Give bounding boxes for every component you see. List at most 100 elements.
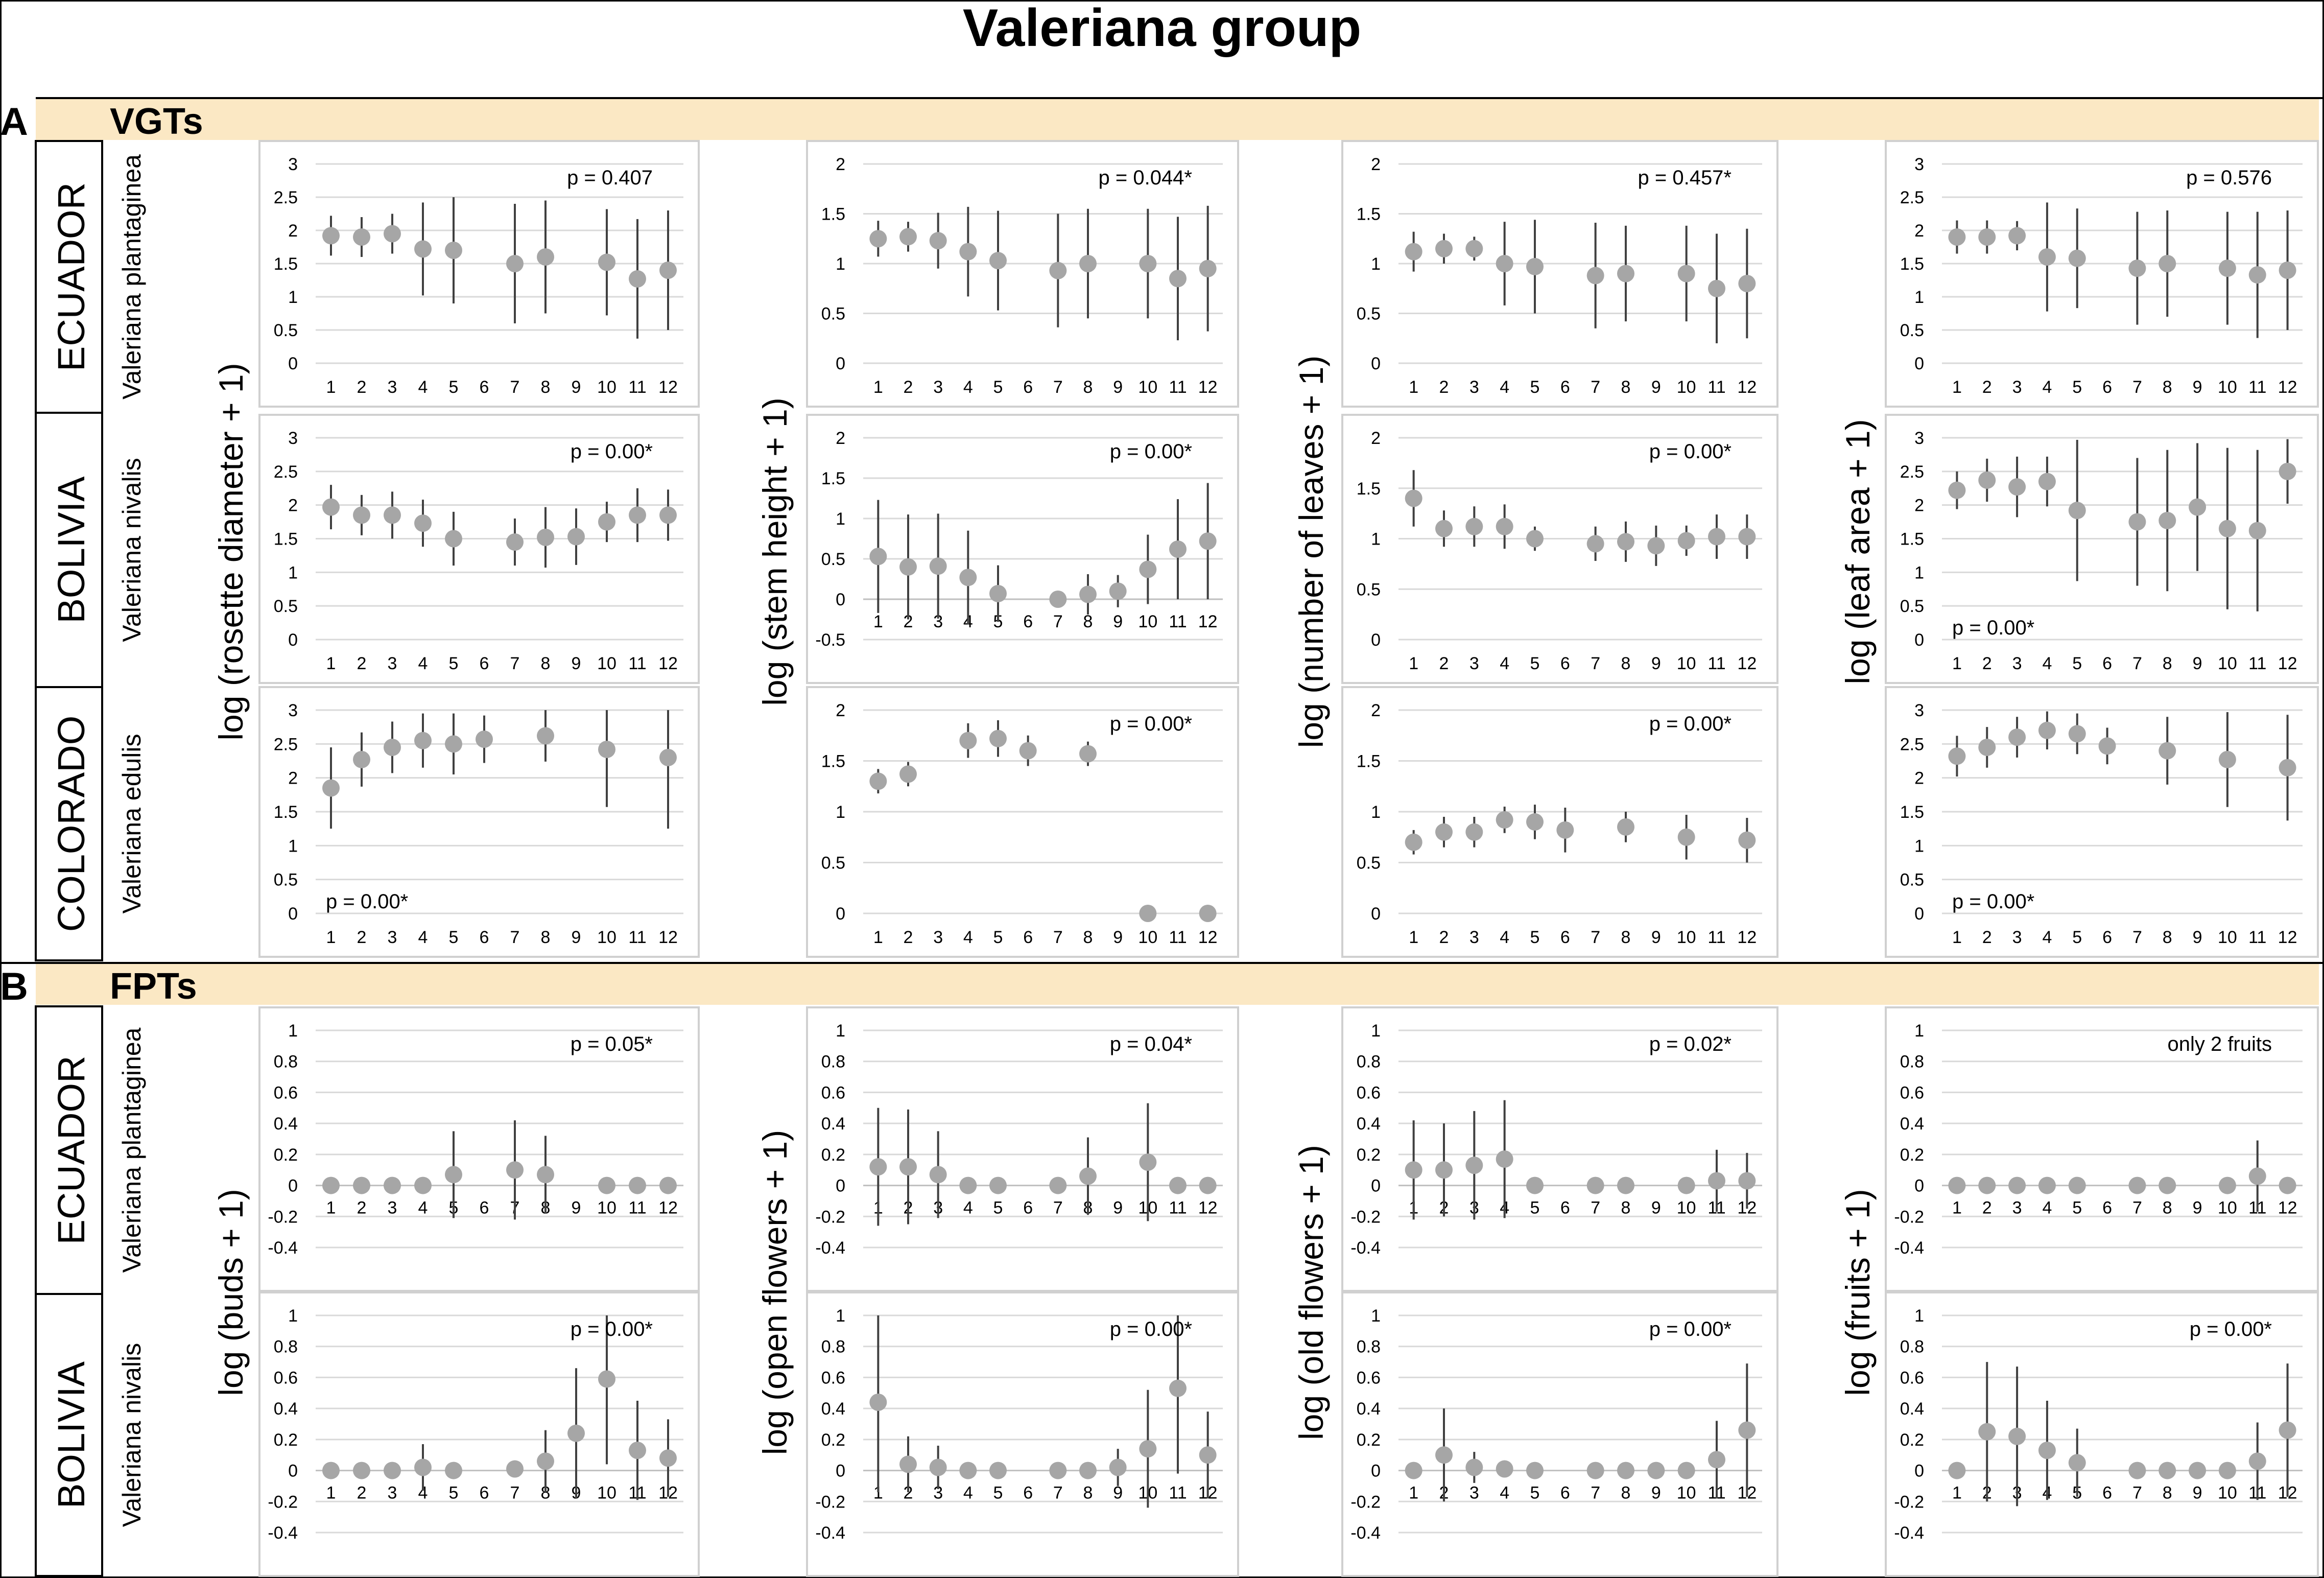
data-point: [1978, 1176, 1996, 1194]
data-point: [322, 227, 340, 245]
y-tick-label: 0.2: [1357, 1430, 1381, 1450]
y-tick-label: 0: [836, 1462, 845, 1481]
x-tick-label: 10: [597, 654, 616, 673]
y-tick-label: 3: [288, 701, 298, 720]
data-point: [506, 255, 524, 272]
y-tick-label: 1.5: [1357, 479, 1381, 499]
chart-panel-B-ecu-fruits: -0.4-0.200.20.40.60.811 2 3 4 5 6 7 8 9 10 11 12onl…: [1885, 1006, 2319, 1292]
x-tick-label: 4: [1500, 928, 1509, 947]
y-tick-label: 1.5: [821, 205, 845, 224]
data-point: [1526, 1462, 1544, 1479]
y-tick-label: 1: [836, 1306, 845, 1326]
x-tick-label: 4: [963, 928, 973, 947]
x-tick-label: 2: [1982, 928, 1992, 947]
y-tick-label: -0.4: [1894, 1523, 1924, 1543]
x-tick-label: 4: [2042, 1198, 2052, 1218]
x-tick-label: 2: [357, 1198, 367, 1218]
y-tick-label: -0.5: [815, 630, 845, 650]
y-tick-label: 0.5: [821, 304, 845, 324]
p-value-annotation: p = 0.00*: [1649, 440, 1732, 463]
data-point: [1169, 1379, 1187, 1397]
x-tick-label: 10: [1677, 1198, 1696, 1218]
y-tick-label: 0: [836, 1176, 845, 1196]
data-point: [1079, 585, 1097, 603]
section-label: VGTs: [110, 101, 203, 142]
section-letter: B: [0, 965, 28, 1008]
data-point: [322, 779, 340, 797]
y-tick-label: 1: [1371, 803, 1381, 822]
y-tick-label: 0.6: [274, 1368, 298, 1387]
data-point: [899, 558, 917, 576]
x-tick-label: 4: [1500, 654, 1509, 673]
x-tick-label: 1: [1409, 928, 1418, 947]
data-point: [1978, 228, 1996, 246]
data-point: [1109, 1458, 1127, 1476]
x-tick-label: 10: [597, 1483, 616, 1503]
x-tick-label: 3: [1469, 378, 1479, 397]
x-tick-label: 9: [572, 378, 581, 397]
y-tick-label: 2: [1914, 496, 1924, 515]
x-tick-label: 8: [2163, 654, 2172, 673]
x-tick-label: 8: [1083, 928, 1093, 947]
y-tick-label: 0.8: [274, 1052, 298, 1072]
data-point: [2218, 1176, 2236, 1194]
y-tick-label: 1: [836, 1021, 845, 1041]
x-tick-label: 8: [1621, 928, 1631, 947]
y-axis-label: log (open flowers + 1): [756, 1130, 794, 1455]
x-tick-label: 12: [1737, 378, 1757, 397]
y-tick-label: 0.5: [1357, 580, 1381, 599]
x-tick-label: 6: [2102, 654, 2112, 673]
y-tick-label: 0.5: [1900, 597, 1924, 616]
data-point: [322, 1462, 340, 1479]
x-tick-label: 5: [2072, 928, 2082, 947]
x-tick-label: 7: [1591, 654, 1600, 673]
y-tick-label: 2.5: [274, 462, 298, 482]
x-tick-label: 8: [1621, 1198, 1631, 1218]
x-tick-label: 2: [357, 928, 367, 947]
x-tick-label: 11: [2248, 654, 2266, 673]
x-tick-label: 12: [2278, 654, 2297, 673]
x-tick-label: 9: [1113, 928, 1123, 947]
data-point: [929, 557, 947, 575]
data-point: [2159, 1462, 2176, 1479]
y-tick-label: 0: [836, 354, 845, 373]
y-tick-label: 3: [1914, 701, 1924, 720]
data-point: [1617, 1176, 1634, 1194]
data-point: [2159, 255, 2176, 272]
x-tick-label: 6: [1560, 1198, 1570, 1218]
x-tick-label: 1: [326, 378, 336, 397]
y-tick-label: 2: [288, 496, 298, 515]
y-tick-label: 0.2: [274, 1430, 298, 1450]
data-point: [1586, 1176, 1604, 1194]
p-value-annotation: only 2 fruits: [2167, 1033, 2272, 1055]
x-tick-label: 10: [2218, 378, 2237, 397]
x-tick-label: 3: [2012, 928, 2022, 947]
x-tick-label: 10: [1138, 612, 1157, 631]
data-point: [1019, 742, 1037, 760]
x-tick-label: 5: [449, 654, 459, 673]
data-point: [1586, 535, 1604, 553]
data-point: [1139, 1440, 1157, 1458]
x-tick-label: 4: [2042, 654, 2052, 673]
x-tick-label: 11: [628, 1198, 646, 1218]
data-point: [414, 514, 432, 532]
y-tick-label: 0.5: [821, 550, 845, 569]
data-point: [899, 1158, 917, 1176]
data-point: [869, 772, 887, 790]
x-tick-label: 2: [1439, 378, 1449, 397]
y-tick-label: 0.6: [1357, 1083, 1381, 1102]
y-tick-label: 0: [1914, 1462, 1924, 1481]
x-tick-label: 11: [1708, 378, 1725, 397]
data-point: [959, 1462, 977, 1479]
y-tick-label: 0.6: [1357, 1368, 1381, 1387]
x-tick-label: 6: [480, 1483, 489, 1503]
data-point: [353, 506, 370, 524]
x-tick-label: 9: [2193, 654, 2202, 673]
p-value-annotation: p = 0.00*: [1649, 713, 1732, 735]
x-tick-label: 2: [357, 378, 367, 397]
y-tick-label: 1.5: [1357, 752, 1381, 771]
data-point: [1647, 1462, 1665, 1479]
p-value-annotation: p = 0.05*: [571, 1033, 653, 1055]
data-point: [959, 732, 977, 749]
